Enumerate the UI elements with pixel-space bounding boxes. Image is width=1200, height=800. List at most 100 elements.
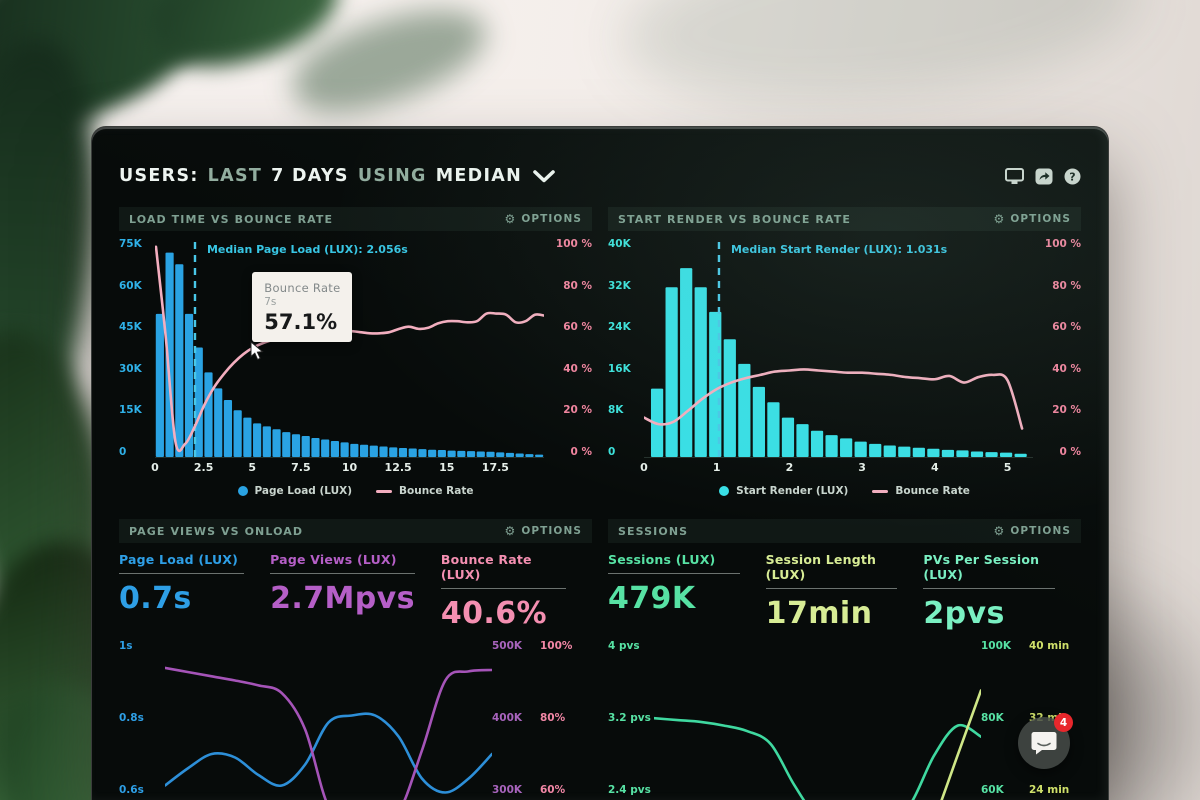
metric-divider: [440, 588, 566, 589]
mouse-cursor-icon: [250, 341, 265, 361]
axis-tick-label: 100K: [981, 639, 1012, 652]
axis-tick-label: 20 %: [563, 404, 592, 417]
axis-tick-label: 0 %: [1059, 445, 1081, 458]
x-axis: 0 1 2 3 4 5: [640, 461, 1033, 478]
x-tick-label: 15: [439, 461, 455, 474]
metric-value: 40.6%: [440, 596, 547, 631]
axis-tick-label: 4 pvs: [608, 639, 640, 652]
header-segment: LAST: [207, 166, 263, 186]
header-segment: USERS:: [119, 166, 199, 186]
share-icon[interactable]: [1035, 168, 1053, 185]
axis-tick-label: 0: [119, 445, 127, 458]
load-time-histogram: [155, 242, 544, 457]
help-icon[interactable]: ?: [1064, 168, 1081, 185]
axis-tick-label: 500K: [492, 639, 523, 652]
gear-icon: ⚙: [993, 524, 1006, 538]
header-segment: USING: [357, 166, 427, 186]
x-tick-label: 1: [712, 461, 721, 474]
panel-header: LOAD TIME VS BOUNCE RATE ⚙ OPTIONS: [119, 207, 592, 231]
axis-tick-label: 0.8s: [119, 712, 144, 725]
axis-tick-label: 100%: [540, 639, 573, 652]
options-button[interactable]: ⚙ OPTIONS: [993, 213, 1071, 225]
metric-divider: [608, 573, 740, 574]
panel-page-views-vs-onload: PAGE VIEWS VS ONLOAD ⚙ OPTIONS Page Load…: [119, 519, 592, 800]
axis-tick-label: 24K: [608, 321, 631, 334]
options-label: OPTIONS: [1010, 213, 1071, 225]
metric-label: Page Views (LUX): [270, 552, 397, 567]
plant-leaf: [282, 0, 498, 129]
metric-value: 0.7s: [119, 581, 192, 616]
axis-tick-row: 400K 80%: [492, 712, 565, 724]
chat-widget-button[interactable]: 4: [1018, 713, 1073, 769]
axis-tick-label: 32K: [608, 279, 631, 292]
metric-label: PVs Per Session (LUX): [923, 552, 1040, 582]
axis-tick-label: 0: [608, 445, 616, 458]
x-tick-label: 4: [931, 461, 939, 474]
x-tick-label: 0: [640, 461, 648, 474]
axis-tick-label: 40 min: [1029, 639, 1070, 652]
legend-label: Page Load (LUX): [254, 485, 353, 497]
x-tick-label: 12.5: [384, 461, 412, 474]
chart-area[interactable]: [165, 635, 492, 800]
options-label: OPTIONS: [521, 213, 582, 225]
x-tick-label: 3: [858, 461, 866, 474]
page-views-onload-lines: [165, 666, 492, 800]
options-button[interactable]: ⚙ OPTIONS: [504, 525, 582, 537]
header-segment: 7 DAYS: [271, 166, 349, 186]
axis-tick-label: 0 %: [570, 445, 592, 458]
y-axis-right: 100 % 80 % 60 % 40 % 20 % 0 %: [544, 238, 592, 458]
chart-tooltip: Bounce Rate 7s 57.1%: [252, 272, 353, 342]
panel-title: SESSIONS: [618, 524, 689, 538]
axis-tick-label: 20 %: [1052, 404, 1081, 417]
axis-tick-label: 75K: [119, 238, 142, 250]
laptop-screen: USERS: LAST 7 DAYS USING MEDIAN ?: [92, 127, 1108, 800]
axis-tick-label: 60K: [119, 279, 142, 292]
chart-legend: Page Load (LUX) Bounce Rate: [119, 478, 592, 499]
display-icon[interactable]: [1005, 167, 1024, 185]
metric-session-length: Session Length (LUX) 17min: [765, 552, 924, 631]
metric-label: Page Load (LUX): [119, 552, 239, 567]
axis-tick-label: 8K: [608, 404, 624, 417]
x-tick-label: 10: [341, 461, 358, 474]
chart-area[interactable]: Median Start Render (LUX): 1.031s: [644, 238, 1033, 458]
axis-tick-label: 3.2 pvs: [608, 712, 651, 725]
analytics-dashboard: USERS: LAST 7 DAYS USING MEDIAN ?: [119, 153, 1081, 800]
chevron-down-icon[interactable]: [533, 169, 555, 183]
legend-item: Page Load (LUX): [237, 485, 353, 497]
sessions-lines: [654, 689, 981, 800]
axis-tick-label: 60 %: [1052, 321, 1081, 334]
y-axis-right: 100 % 80 % 60 % 40 % 20 % 0 %: [1033, 238, 1081, 458]
metric-divider: [270, 573, 415, 574]
tooltip-title: Bounce Rate: [264, 281, 341, 295]
metric-page-views: Page Views (LUX) 2.7Mpvs: [270, 552, 441, 631]
metrics-row: Sessions (LUX) 479K Session Length (LUX)…: [608, 543, 1081, 635]
legend-label: Start Render (LUX): [736, 485, 849, 497]
panel-title: PAGE VIEWS VS ONLOAD: [129, 524, 304, 538]
axis-tick-label: 60 %: [563, 321, 592, 334]
legend-dash-icon: [872, 489, 889, 493]
metric-divider: [923, 588, 1056, 589]
chart-area[interactable]: [654, 635, 981, 800]
x-axis: 0 2.5 5 7.5 10 12.5 15 17.5: [151, 461, 544, 478]
axis-tick-row: 60K 24 min: [981, 784, 1069, 796]
legend-label: Bounce Rate: [895, 485, 970, 497]
panel-header: PAGE VIEWS VS ONLOAD ⚙ OPTIONS: [119, 519, 592, 543]
metric-page-load: Page Load (LUX) 0.7s: [119, 552, 270, 631]
options-button[interactable]: ⚙ OPTIONS: [504, 213, 582, 225]
chat-bubble-icon: [1031, 732, 1057, 755]
panel-title: START RENDER VS BOUNCE RATE: [618, 212, 851, 226]
options-button[interactable]: ⚙ OPTIONS: [993, 525, 1071, 537]
axis-tick-label: 24 min: [1029, 784, 1070, 797]
panel-load-time-vs-bounce-rate: LOAD TIME VS BOUNCE RATE ⚙ OPTIONS 75K 60…: [119, 207, 592, 499]
axis-tick-label: 300K: [492, 784, 523, 797]
metric-label: Session Length (LUX): [765, 552, 877, 582]
chart-area[interactable]: Median Page Load (LUX): 2.056s Bounce Ra…: [155, 238, 544, 458]
tooltip-subtitle: 7s: [264, 296, 277, 308]
options-label: OPTIONS: [1010, 525, 1071, 537]
metric-label: Sessions (LUX): [608, 552, 716, 567]
legend-label: Bounce Rate: [399, 485, 474, 497]
x-tick-label: 2.5: [193, 461, 214, 474]
tooltip-value: 57.1%: [264, 310, 338, 334]
axis-tick-label: 40K: [608, 238, 631, 250]
metric-divider: [119, 573, 245, 574]
